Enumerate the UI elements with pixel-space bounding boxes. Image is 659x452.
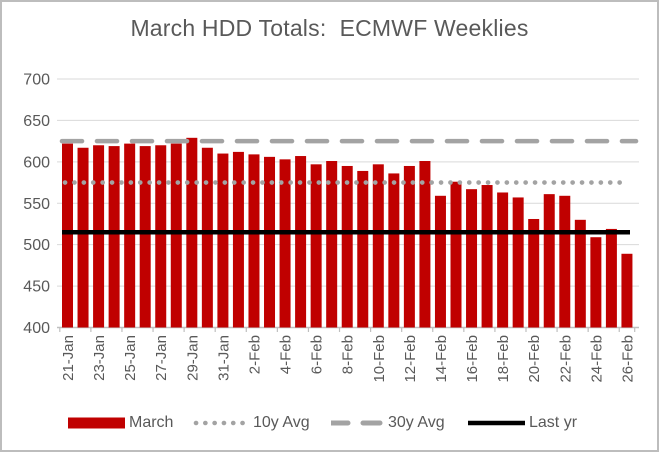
- bar-24-Jan: [108, 146, 120, 328]
- legend-item-10y-avg: 10y Avg: [193, 410, 310, 436]
- bar-25-Feb: [605, 228, 617, 328]
- bar-11-Feb: [388, 173, 400, 328]
- bar-30-Jan: [201, 147, 213, 328]
- bar-31-Jan: [217, 153, 229, 328]
- x-axis-label-20-Feb: 20-Feb: [526, 335, 543, 383]
- bar-24-Feb: [590, 237, 602, 328]
- bar-6-Feb: [310, 164, 322, 328]
- y-axis-label-550: 550: [23, 196, 50, 213]
- x-axis-label-21-Jan: 21-Jan: [60, 335, 77, 381]
- bar-22-Jan: [77, 147, 89, 328]
- x-axis-label-26-Feb: 26-Feb: [619, 335, 636, 383]
- y-axis-label-500: 500: [23, 237, 50, 254]
- bar-5-Feb: [295, 156, 307, 328]
- x-axis-label-14-Feb: 14-Feb: [433, 335, 450, 383]
- bar-20-Feb: [528, 218, 540, 328]
- legend-item-last-yr: Last yr: [468, 410, 577, 436]
- bar-7-Feb: [326, 161, 338, 328]
- bar-23-Feb: [574, 219, 586, 328]
- x-axis-label-6-Feb: 6-Feb: [309, 335, 326, 374]
- chart-title: March HDD Totals: ECMWF Weeklies: [130, 15, 529, 41]
- bar-15-Feb: [450, 181, 462, 328]
- march-bar-swatch-icon: [68, 417, 125, 429]
- bar-14-Feb: [434, 195, 446, 328]
- y-axis-label-450: 450: [23, 279, 50, 296]
- x-axis-label-16-Feb: 16-Feb: [464, 335, 481, 383]
- bar-17-Feb: [481, 185, 493, 328]
- y-axis-label-700: 700: [23, 72, 50, 89]
- bar-21-Feb: [543, 194, 555, 328]
- x-axis-label-4-Feb: 4-Feb: [278, 335, 295, 374]
- x-axis-label-18-Feb: 18-Feb: [495, 335, 512, 383]
- bar-9-Feb: [357, 170, 369, 328]
- dotted-line-swatch-icon: [193, 420, 249, 426]
- legend-label-march: March: [129, 414, 174, 431]
- x-axis-label-25-Jan: 25-Jan: [122, 335, 139, 381]
- bar-2-Feb: [248, 154, 260, 328]
- legend-label-last-yr: Last yr: [529, 414, 578, 431]
- y-axis-label-600: 600: [23, 154, 50, 171]
- bar-22-Feb: [559, 195, 571, 328]
- bar-16-Feb: [466, 189, 478, 328]
- bar-18-Feb: [497, 192, 509, 328]
- bar-25-Jan: [124, 143, 136, 328]
- legend-item-march: March: [68, 410, 173, 436]
- y-axis-label-400: 400: [23, 320, 50, 337]
- x-axis-label-29-Jan: 29-Jan: [184, 335, 201, 381]
- x-axis-label-27-Jan: 27-Jan: [153, 335, 170, 381]
- bar-26-Jan: [139, 146, 151, 328]
- bar-28-Jan: [170, 143, 182, 328]
- x-axis-label-24-Feb: 24-Feb: [588, 335, 605, 383]
- bar-8-Feb: [341, 165, 353, 328]
- bar-4-Feb: [279, 159, 291, 328]
- solid-line-swatch-icon: [468, 420, 525, 426]
- bar-23-Jan: [93, 145, 105, 328]
- bar-26-Feb: [621, 253, 633, 328]
- bar-19-Feb: [512, 197, 524, 328]
- legend-item-30y-avg: 30y Avg: [331, 410, 445, 436]
- bar-10-Feb: [372, 164, 384, 328]
- x-axis-label-12-Feb: 12-Feb: [402, 335, 419, 383]
- bar-12-Feb: [403, 165, 415, 328]
- x-axis-label-23-Jan: 23-Jan: [91, 335, 108, 381]
- legend-label-10y-avg: 10y Avg: [253, 414, 310, 431]
- x-axis-label-8-Feb: 8-Feb: [340, 335, 357, 374]
- legend: March 10y Avg 30y Avg Last yr: [2, 410, 657, 438]
- y-axis-label-650: 650: [23, 113, 50, 130]
- legend-label-30y-avg: 30y Avg: [388, 414, 445, 431]
- x-axis-label-31-Jan: 31-Jan: [215, 335, 232, 381]
- x-axis-label-2-Feb: 2-Feb: [246, 335, 263, 374]
- bar-21-Jan: [62, 143, 73, 328]
- x-axis-label-22-Feb: 22-Feb: [557, 335, 574, 383]
- bar-13-Feb: [419, 161, 431, 328]
- x-axis-label-10-Feb: 10-Feb: [371, 335, 388, 383]
- bar-1-Feb: [232, 151, 244, 328]
- bar-27-Jan: [155, 145, 167, 328]
- bar-3-Feb: [264, 156, 276, 328]
- dashed-line-swatch-icon: [331, 420, 384, 426]
